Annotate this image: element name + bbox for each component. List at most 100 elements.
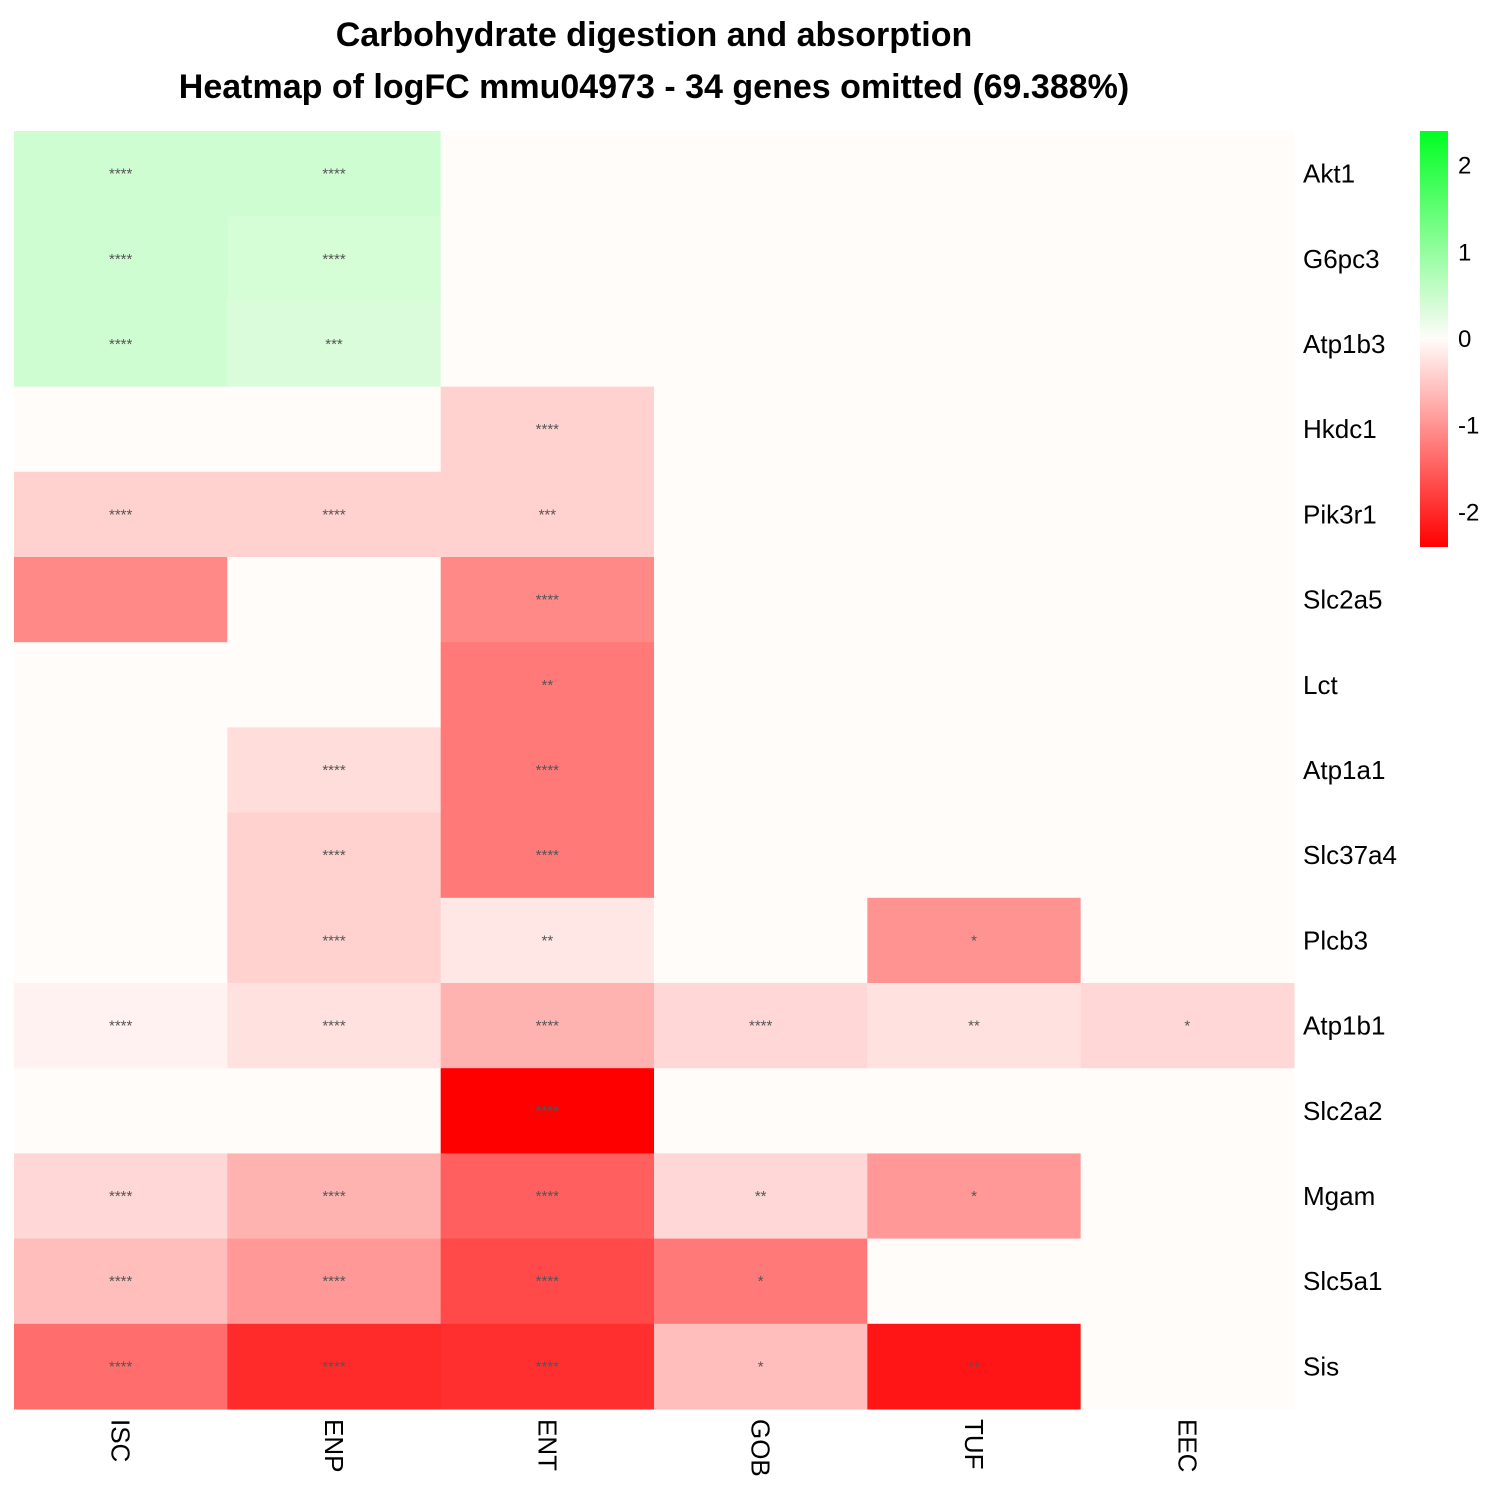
legend-tick-label: 1: [1458, 239, 1471, 266]
heatmap-cell-slc2a5-eec: [1080, 557, 1295, 643]
row-label-atp1b1: Atp1b1: [1303, 1011, 1385, 1041]
column-labels: ISC ENP ENT GOB TUF EEC: [106, 1419, 1203, 1477]
heatmap-cell-hkdc1-gob: [654, 386, 868, 473]
color-legend: 2 1 0 -1 -2: [1420, 131, 1479, 547]
significance-label: ****: [109, 1358, 133, 1375]
legend-tick-label: 2: [1458, 153, 1471, 180]
heatmap-cell-atp1b3-eec: [1080, 301, 1295, 388]
significance-label: *: [1184, 1018, 1190, 1035]
significance-label: ****: [322, 251, 346, 268]
heatmap-cell-slc2a5-isc: [14, 557, 228, 643]
significance-label: *: [758, 1358, 764, 1375]
significance-labels: **** ******** ******** *********** **** *****…: [109, 166, 1190, 1376]
heatmap-cell-slc37a4-tuf: [867, 812, 1082, 899]
significance-label: **: [968, 1018, 980, 1035]
column-label-ent: ENT: [532, 1419, 562, 1471]
heatmap-cell-sis-ent: [440, 1323, 655, 1410]
heatmap-cell-g6pc3-isc: [14, 216, 228, 302]
heatmap-cell-pik3r1-tuf: [867, 471, 1082, 558]
heatmap-cell-lct-eec: [1080, 642, 1295, 728]
heatmap-cell-slc37a4-ent: [440, 812, 655, 899]
heatmap-cell-lct-ent: [440, 642, 655, 728]
significance-label: ****: [109, 166, 133, 183]
significance-label: ****: [109, 1273, 133, 1290]
heatmap-cell-atp1b3-ent: [440, 301, 655, 388]
heatmap-cell-slc2a2-gob: [654, 1068, 868, 1154]
heatmap-cell-mgam-eec: [1080, 1153, 1295, 1240]
row-label-g6pc3: G6pc3: [1303, 244, 1380, 274]
heatmap-cell-slc5a1-enp: [227, 1238, 442, 1325]
heatmap-cell-hkdc1-tuf: [867, 386, 1082, 473]
significance-label: ****: [536, 762, 560, 779]
heatmap-cell-slc2a5-tuf: [867, 557, 1082, 643]
chart-subtitle: Heatmap of logFC mmu04973 - 34 genes omi…: [179, 68, 1129, 106]
heatmap-cell-akt1-eec: [1080, 131, 1295, 217]
heatmap-cell-plcb3-tuf: [867, 897, 1082, 984]
legend-tick-label: -2: [1458, 499, 1479, 526]
heatmap-cell-mgam-isc: [14, 1153, 228, 1240]
heatmap-cell-atp1b1-enp: [227, 983, 442, 1069]
significance-label: ****: [322, 166, 346, 183]
heatmap-cell-sis-enp: [227, 1323, 442, 1410]
significance-label: ****: [109, 251, 133, 268]
heatmap-cell-mgam-tuf: [867, 1153, 1082, 1240]
heatmap-cell-plcb3-isc: [14, 897, 228, 984]
row-label-plcb3: Plcb3: [1303, 925, 1368, 955]
column-label-isc: ISC: [106, 1419, 136, 1462]
heatmap-cell-atp1a1-eec: [1080, 727, 1295, 814]
row-label-slc5a1: Slc5a1: [1303, 1266, 1383, 1296]
significance-label: ****: [322, 762, 346, 779]
heatmap-cell-atp1b3-gob: [654, 301, 868, 388]
heatmap-cell-sis-gob: [654, 1323, 868, 1410]
heatmap-cell-slc5a1-isc: [14, 1238, 228, 1325]
row-label-slc2a2: Slc2a2: [1303, 1096, 1383, 1126]
significance-label: ****: [536, 1188, 560, 1205]
row-label-sis: Sis: [1303, 1351, 1339, 1381]
significance-label: **: [541, 932, 553, 949]
row-label-slc2a5: Slc2a5: [1303, 585, 1383, 615]
significance-label: ****: [109, 506, 133, 523]
significance-label: ****: [536, 592, 560, 609]
heatmap-cell-lct-tuf: [867, 642, 1082, 728]
heatmap-cell-slc2a5-enp: [227, 557, 442, 643]
heatmap-cell-lct-enp: [227, 642, 442, 728]
heatmap-cell-hkdc1-isc: [14, 386, 228, 473]
legend-tick-label: -1: [1458, 413, 1479, 440]
significance-label: ***: [325, 336, 343, 353]
significance-label: *: [971, 932, 977, 949]
legend-color-bar: [1420, 131, 1448, 547]
heatmap-cell-hkdc1-enp: [227, 386, 442, 473]
heatmap-cell-g6pc3-tuf: [867, 216, 1082, 302]
significance-label: ****: [322, 1018, 346, 1035]
column-label-tuf: TUF: [959, 1419, 989, 1470]
heatmap-cell-mgam-enp: [227, 1153, 442, 1240]
heatmap-cell-atp1b1-ent: [440, 983, 655, 1069]
heatmap-cell-g6pc3-enp: [227, 216, 442, 302]
significance-label: ****: [536, 1103, 560, 1120]
significance-label: ****: [536, 847, 560, 864]
significance-label: **: [755, 1188, 767, 1205]
significance-label: ****: [322, 1358, 346, 1375]
heatmap-cell-atp1b1-isc: [14, 983, 228, 1069]
heatmap-cell-pik3r1-ent: [440, 471, 655, 558]
heatmap-cell-atp1a1-gob: [654, 727, 868, 814]
significance-label: ****: [536, 1273, 560, 1290]
significance-label: ****: [536, 1358, 560, 1375]
heatmap-cell-slc5a1-tuf: [867, 1238, 1082, 1325]
heatmap-cell-pik3r1-enp: [227, 471, 442, 558]
row-label-pik3r1: Pik3r1: [1303, 499, 1377, 529]
significance-label: *: [971, 1188, 977, 1205]
legend-tick-label: 0: [1458, 326, 1471, 353]
heatmap-cell-atp1a1-ent: [440, 727, 655, 814]
heatmap-cell-lct-gob: [654, 642, 868, 728]
heatmap-cell-g6pc3-eec: [1080, 216, 1295, 302]
significance-label: ***: [539, 506, 557, 523]
significance-label: ****: [109, 336, 133, 353]
heatmap-cell-slc37a4-enp: [227, 812, 442, 899]
row-labels: Akt1 G6pc3 Atp1b3 Hkdc1 Pik3r1 Slc2a5 Lct Atp1a…: [1303, 159, 1397, 1382]
heatmap-cell-sis-tuf: [867, 1323, 1082, 1410]
heatmap-cell-slc37a4-eec: [1080, 812, 1295, 899]
heatmap-cell-mgam-ent: [440, 1153, 655, 1240]
significance-label: ****: [109, 1188, 133, 1205]
chart-title: Carbohydrate digestion and absorption: [336, 16, 973, 54]
